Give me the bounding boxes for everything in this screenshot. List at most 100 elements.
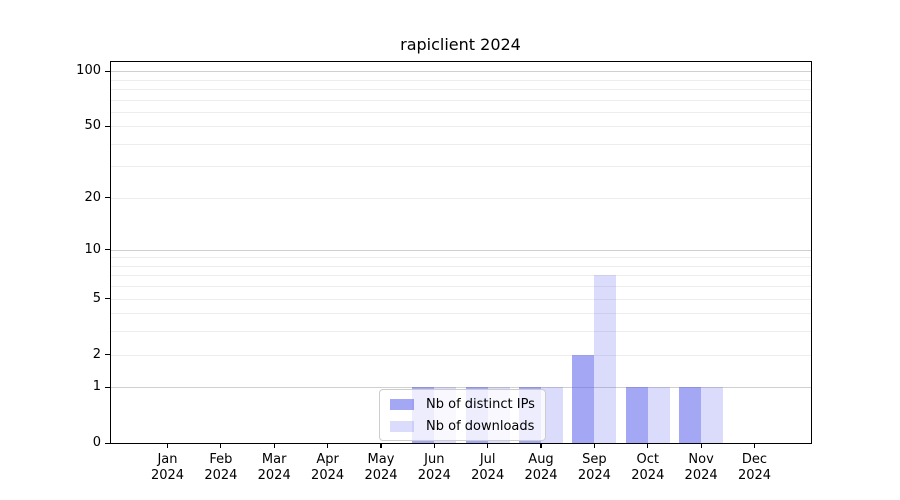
- x-tick-label-7: Aug 2024: [499, 452, 583, 484]
- x-tick-label-line: 2024: [631, 468, 665, 483]
- gridline-minor-30: [111, 166, 811, 168]
- bar-distinct-ips-10: [679, 387, 702, 443]
- x-tick-label-6: Jul 2024: [446, 452, 530, 484]
- x-tick-label-line: Sep: [582, 452, 607, 467]
- x-tick-label-10: Nov 2024: [659, 452, 743, 484]
- x-tick-label-line: 2024: [311, 468, 345, 483]
- y-tick-label-20: 20: [84, 189, 101, 205]
- gridline-minor-50: [111, 126, 811, 128]
- bar-distinct-ips-8: [572, 354, 595, 443]
- x-tick-label-2: Mar 2024: [232, 452, 316, 484]
- x-tick-label-line: Dec: [741, 452, 768, 467]
- gridline-major-1: [111, 387, 811, 389]
- x-tick-label-line: 2024: [364, 468, 398, 483]
- gridline-minor-90: [111, 79, 811, 81]
- y-tick-label-100: 100: [76, 63, 101, 78]
- legend-swatch-downloads-icon: [390, 420, 414, 432]
- x-tick-label-line: Jan: [157, 452, 178, 467]
- x-tick-label-line: 2024: [417, 468, 451, 483]
- x-tick-mark-5: [433, 443, 435, 448]
- x-tick-label-11: Dec 2024: [713, 452, 797, 484]
- x-tick-label-8: Sep 2024: [552, 452, 636, 484]
- x-tick-label-line: 2024: [684, 468, 718, 483]
- gridline-minor-20: [111, 197, 811, 199]
- x-tick-label-line: Oct: [636, 452, 660, 467]
- x-tick-label-3: Apr 2024: [286, 452, 370, 484]
- gridline-minor-8: [111, 265, 811, 267]
- x-tick-label-line: 2024: [204, 468, 238, 483]
- gridline-minor-5: [111, 298, 811, 300]
- gridline-minor-6: [111, 286, 811, 288]
- legend-label-downloads: Nb of downloads: [426, 418, 535, 434]
- x-tick-mark-2: [273, 443, 275, 448]
- x-tick-label-line: 2024: [737, 468, 772, 483]
- x-tick-label-line: Apr: [316, 452, 339, 467]
- x-tick-label-line: 2024: [150, 468, 185, 483]
- x-tick-mark-7: [540, 443, 542, 448]
- gridline-minor-9: [111, 257, 811, 259]
- bar-downloads-7: [541, 387, 563, 443]
- bar-distinct-ips-9: [625, 387, 648, 443]
- x-tick-mark-0: [166, 443, 169, 448]
- bar-downloads-8: [594, 275, 617, 443]
- x-tick-label-line: Mar: [261, 452, 287, 467]
- x-tick-mark-10: [700, 443, 702, 448]
- x-tick-mark-8: [593, 443, 595, 448]
- y-tick-mark-2: [105, 354, 110, 356]
- plot-area: 100 50 20 10 5 2 1 0 Jan 2024 Feb 2024 Mar 2024 Apr 202…: [76, 61, 812, 483]
- x-tick-label-line: 2024: [524, 468, 558, 483]
- x-tick-mark-3: [327, 443, 329, 448]
- x-tick-mark-4: [380, 443, 382, 448]
- gridline-minor-70: [111, 99, 811, 101]
- x-tick-mark-9: [647, 443, 649, 448]
- x-tick-mark-11: [753, 443, 756, 448]
- x-tick-label-line: Nov: [688, 452, 714, 467]
- x-tick-label-line: 2024: [257, 468, 291, 483]
- x-tick-label-line: Jun: [424, 452, 445, 467]
- legend-swatch-distinct-ips-icon: [390, 398, 414, 410]
- gridline-minor-2: [111, 354, 811, 356]
- x-tick-label-line: Feb: [209, 452, 233, 467]
- gridline-major-100: [111, 71, 811, 72]
- bar-downloads-10: [701, 387, 724, 443]
- y-tick-label-5: 5: [92, 290, 101, 306]
- gridline-minor-7: [111, 275, 811, 277]
- y-tick-label-1: 1: [92, 379, 101, 395]
- legend-item-distinct-ips: Nb of distinct IPs: [390, 396, 535, 412]
- y-tick-mark-10: [105, 249, 110, 251]
- y-tick-mark-100: [105, 70, 110, 72]
- x-tick-label-line: May: [367, 452, 395, 467]
- y-tick-label-10: 10: [84, 241, 101, 257]
- x-tick-label-4: May 2024: [339, 452, 423, 484]
- gridline-minor-3: [111, 331, 811, 333]
- gridline-minor-80: [111, 88, 811, 90]
- gridline-minor-60: [111, 111, 811, 113]
- legend-item-downloads: Nb of downloads: [390, 418, 535, 434]
- x-tick-label-line: 2024: [577, 468, 611, 483]
- x-tick-label-line: Jul: [479, 452, 496, 467]
- x-tick-label-1: Feb 2024: [179, 452, 263, 484]
- legend: Nb of distinct IPs Nb of downloads: [379, 389, 546, 441]
- y-tick-mark-0: [105, 442, 110, 444]
- x-tick-label-line: Aug: [528, 452, 554, 467]
- legend-label-distinct-ips: Nb of distinct IPs: [426, 396, 535, 412]
- gridline-minor-4: [111, 313, 811, 315]
- y-tick-label-2: 2: [92, 346, 101, 362]
- chart-title: rapiclient 2024: [400, 35, 521, 54]
- x-tick-label-5: Jun 2024: [392, 452, 476, 484]
- y-tick-label-0: 0: [92, 435, 101, 450]
- x-tick-label-0: Jan 2024: [126, 452, 210, 484]
- x-tick-label-9: Oct 2024: [606, 452, 690, 484]
- y-tick-mark-20: [105, 197, 110, 199]
- y-tick-label-50: 50: [84, 118, 101, 134]
- y-tick-mark-5: [105, 298, 110, 300]
- x-tick-mark-6: [487, 443, 489, 448]
- y-tick-mark-50: [105, 125, 110, 127]
- y-tick-mark-1: [105, 386, 110, 388]
- bar-downloads-9: [647, 387, 670, 443]
- x-tick-mark-1: [220, 443, 222, 448]
- x-tick-label-line: 2024: [471, 468, 505, 483]
- gridline-minor-40: [111, 143, 811, 145]
- gridline-major-10: [111, 249, 811, 251]
